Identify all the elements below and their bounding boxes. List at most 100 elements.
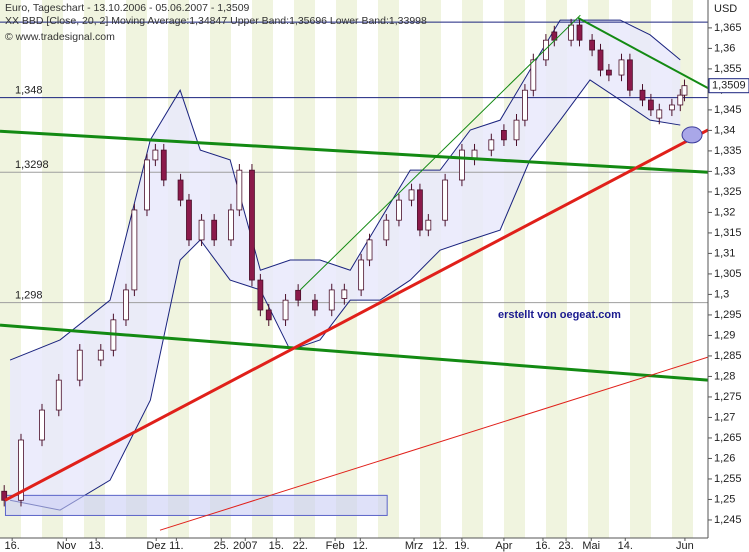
candle-body [282,299,289,321]
candle-body [647,99,654,111]
y-tick-label: 1,34 [714,124,735,136]
y-tick-label: 1,36 [714,42,735,54]
x-tick-label: Apr [495,540,512,552]
candle-body [257,279,264,311]
x-tick-label: Mai [582,540,600,552]
y-tick-label: 1,315 [714,227,742,239]
candle-body [589,39,595,51]
candle-body [681,85,688,96]
horizontal-line-label: 1,3298 [15,159,49,171]
y-tick-label: 1,255 [714,473,742,485]
y-unit: USD [714,3,737,15]
candle-body [186,199,192,241]
candle-body [341,289,348,299]
y-tick-label: 1,335 [714,145,742,157]
candle-body [656,109,663,119]
trend-line [159,356,708,531]
y-tick-label: 1,27 [714,411,735,423]
candle-body [312,299,318,311]
y-tick-label: 1,285 [714,350,742,362]
x-tick-label: 14. [618,540,633,552]
candle-body [488,139,495,151]
candle-body [383,219,390,241]
x-tick-label: 16. [535,540,550,552]
candle-body [249,169,255,281]
horizontal-line-label: 1,348 [15,85,43,97]
candle-body [459,149,465,181]
candle-body [265,309,272,321]
candle-body [228,209,234,241]
candle-body [177,179,184,201]
candle-body [97,349,104,361]
y-tick-label: 1,31 [714,247,735,259]
candle-body [442,179,449,221]
horizontal-line-label: 1,298 [15,290,43,302]
y-tick-label: 1,26 [714,452,735,464]
y-tick-label: 1,355 [714,63,742,75]
y-tick-label: 1,265 [714,432,742,444]
x-tick-label: 22. [293,540,308,552]
candle-body [211,219,218,241]
candle-body [236,169,243,211]
y-tick-label: 1,295 [714,309,742,321]
y-tick-label: 1,305 [714,268,742,280]
x-tick-label: Dez [146,540,166,552]
x-tick-label: 11. [169,540,183,552]
candle-body [597,49,604,71]
y-tick-label: 1,32 [714,206,735,218]
candle-body [568,24,575,41]
candle-body [639,89,646,101]
candle-body [152,149,159,161]
marker [681,126,703,144]
x-tick-label: Feb [326,540,345,552]
x-tick-label: 2007 [233,540,257,552]
y-tick-label: 1,28 [714,370,735,382]
candle-body [530,59,537,91]
candle-body [198,219,205,241]
candle-body [513,119,520,141]
x-tick-label: 15. [269,540,284,552]
y-tick-label: 1,345 [714,104,742,116]
plot-area: 1,348 1,3298 1,298 [0,14,708,531]
y-tick-label: 1,365 [714,22,742,34]
y-tick-label: 1,325 [714,186,742,198]
x-tick-label: 12. [432,540,447,552]
candle-body [18,439,24,501]
x-tick-label: 19. [454,540,469,552]
chart-title: Euro, Tageschart - 13.10.2006 - 05.06.20… [5,2,250,14]
candle-body [501,129,507,141]
y-tick-label: 1,275 [714,391,742,403]
axes: 1,245 1,25 1,255 1,26 1,265 1,27 1,275 1,28 1,28… [5,22,749,552]
last-price-label: 1,3509 [712,80,746,92]
candle-body [1,490,8,501]
candle-body [605,69,612,76]
last-price-box [708,78,749,94]
x-axis-area [0,538,708,552]
y-tick-label: 1,3 [714,288,729,300]
x-tick-label: Jun [676,540,694,552]
y-tick-label: 1,33 [714,165,735,177]
candle-body [668,104,675,111]
candle-body [417,189,423,231]
candle-body [144,159,150,211]
candle-body [543,39,549,61]
candle-body [160,149,167,181]
trend-line [4,128,708,502]
candle-body [328,289,335,311]
x-tick-label: 16. [5,540,20,552]
band-line [9,79,681,511]
source: © www.tradesignal.com [5,31,115,43]
candle-body [366,239,373,261]
x-tick-label: Nov [57,540,77,552]
candle-body [408,189,415,201]
candle-body [626,59,633,91]
candle-body [295,289,302,301]
candle-body [55,379,62,411]
trend-line [299,14,581,291]
zone [4,494,388,516]
candle-body [576,24,583,41]
candle-body [123,289,129,321]
candle-body [131,209,138,291]
